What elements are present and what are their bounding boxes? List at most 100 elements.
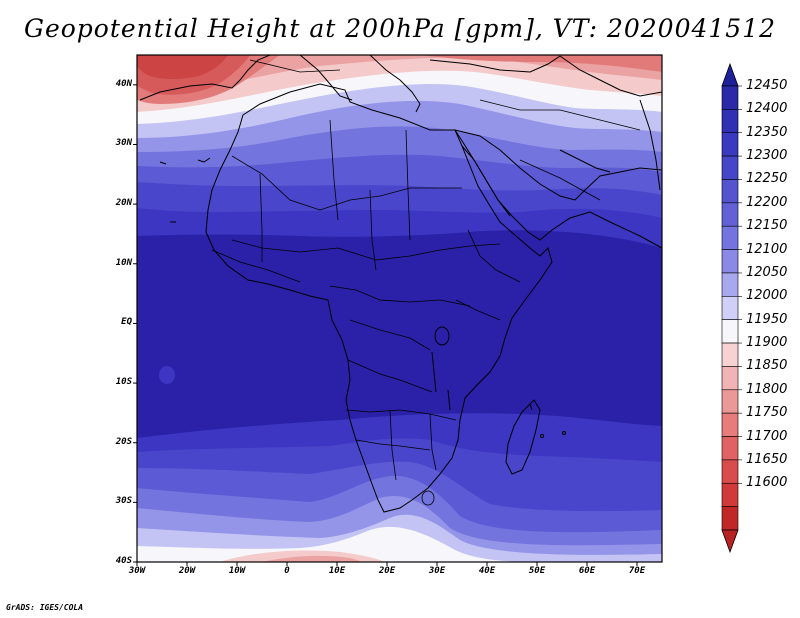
colorbar-label: 11950 <box>746 311 788 327</box>
grads-credit: GrADS: IGES/COLA <box>6 603 84 612</box>
lon-tick-label: 20W <box>178 566 196 576</box>
field-band-south-white <box>137 526 540 562</box>
colorbar-box <box>721 366 739 391</box>
lon-tick-label: 70E <box>628 566 646 576</box>
colorbar-box <box>721 109 739 134</box>
lesotho-border <box>421 490 435 506</box>
colorbar-box <box>721 296 739 320</box>
border-zimbabwe-moz <box>429 413 437 471</box>
colorbar-box <box>721 412 739 437</box>
turkey-coastline <box>429 55 561 73</box>
lake-malawi <box>447 389 451 411</box>
lon-tick-label: 10E <box>328 566 346 576</box>
colorbar-label: 11800 <box>746 381 788 397</box>
border-chad <box>369 189 377 271</box>
colorbar-box <box>721 272 739 297</box>
colorbar-bottom-triangle <box>721 529 739 554</box>
lon-tick-label: 30E <box>428 566 446 576</box>
border-europe <box>249 59 341 73</box>
lon-tick-label: 50E <box>528 566 546 576</box>
lat-tick-label: 40S <box>115 556 132 566</box>
africa-coastline <box>205 83 553 513</box>
border-kenya <box>455 299 501 321</box>
colorbar-box <box>721 506 739 531</box>
lake-tanganyika <box>431 351 437 393</box>
lake-victoria <box>434 326 450 346</box>
field-band-north-red-2 <box>137 55 662 98</box>
colorbar <box>721 62 742 554</box>
madagascar-coastline <box>505 399 541 475</box>
colorbar-label: 11650 <box>746 451 788 467</box>
persian-gulf-coast <box>559 149 611 173</box>
colorbar-label: 12050 <box>746 264 788 280</box>
border-angola-north <box>347 359 433 393</box>
colorbar-top-triangle <box>721 62 739 87</box>
colorbar-label: 12200 <box>746 194 788 210</box>
madeira-islands <box>197 157 211 163</box>
colorbar-box <box>721 202 739 227</box>
lon-tick-label: 0 <box>284 566 290 576</box>
plot-frame <box>136 54 663 563</box>
colorbar-label: 11600 <box>746 475 788 491</box>
border-mali-west <box>259 173 263 262</box>
lat-tick-label: EQ <box>121 317 132 328</box>
india-coast <box>639 99 661 191</box>
colorbar-label: 12450 <box>746 78 788 93</box>
height-field <box>137 55 662 562</box>
border-namibia-botswana <box>355 439 431 451</box>
border-ethiopia <box>467 229 521 283</box>
lon-tick-label: 30W <box>128 566 146 576</box>
border-namibia-east <box>389 409 397 481</box>
border-algeria-libya <box>329 119 339 221</box>
lon-tick-label: 40E <box>478 566 496 576</box>
colorbar-label: 11900 <box>746 335 788 351</box>
colorbar-box <box>721 132 739 157</box>
lon-tick-label: 20E <box>378 566 396 576</box>
colorbar-label: 12100 <box>746 241 788 257</box>
colorbar-box <box>721 319 739 344</box>
caspian-coast <box>559 55 662 97</box>
colorbar-box <box>721 459 739 484</box>
coastlines <box>139 55 662 513</box>
border-sahel-north <box>231 155 462 211</box>
lon-tick-label: 60E <box>578 566 596 576</box>
colorbar-box <box>721 389 739 414</box>
colorbar-label: 12400 <box>746 101 788 117</box>
axis-ticks <box>133 84 638 566</box>
canary-islands <box>159 161 167 165</box>
border-iraq-syria <box>479 99 560 111</box>
border-west-africa <box>211 249 301 283</box>
comoros <box>529 403 533 411</box>
colorbar-box <box>721 155 739 180</box>
border-angola-south <box>345 409 457 421</box>
border-iran <box>559 109 641 131</box>
map-title: Geopotential Height at 200hPa [gpm], VT:… <box>23 14 777 43</box>
border-central-north <box>329 285 471 307</box>
colorbar-box <box>721 179 739 204</box>
border-libya-egypt <box>405 129 411 241</box>
lat-tick-label: 30N <box>115 138 132 149</box>
field-patch-atlantic <box>159 366 175 384</box>
colorbar-label: 12150 <box>746 218 788 234</box>
colorbar-label: 11700 <box>746 428 788 444</box>
colorbar-label: 11750 <box>746 405 788 421</box>
colorbar-box <box>721 249 739 274</box>
lat-tick-label: 10S <box>115 377 132 388</box>
lat-tick-label: 20N <box>115 198 132 209</box>
lon-tick-label: 10W <box>228 566 246 576</box>
colorbar-label: 11850 <box>746 358 788 374</box>
country-borders <box>211 59 641 506</box>
red-sea-coast <box>461 145 511 217</box>
colorbar-label: 12000 <box>746 288 788 304</box>
italy-coastline <box>299 55 353 101</box>
colorbar-box <box>721 85 739 110</box>
field-band-north-red-5 <box>137 55 228 79</box>
reunion <box>540 434 544 438</box>
border-sahel-south <box>231 239 501 261</box>
lat-tick-label: 20S <box>115 436 132 447</box>
colorbar-box <box>721 436 739 461</box>
greece-coastline <box>369 55 421 113</box>
lat-tick-label: 40N <box>115 78 132 89</box>
lat-tick-label: 10N <box>115 257 132 268</box>
